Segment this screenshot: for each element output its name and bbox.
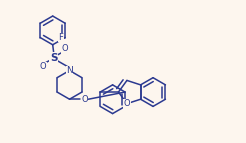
Text: O: O xyxy=(123,99,130,108)
Text: O: O xyxy=(81,95,88,104)
Text: O: O xyxy=(61,44,68,53)
Text: S: S xyxy=(50,53,57,63)
Text: O: O xyxy=(39,62,46,71)
Text: F: F xyxy=(58,33,63,42)
Text: N: N xyxy=(66,66,73,75)
